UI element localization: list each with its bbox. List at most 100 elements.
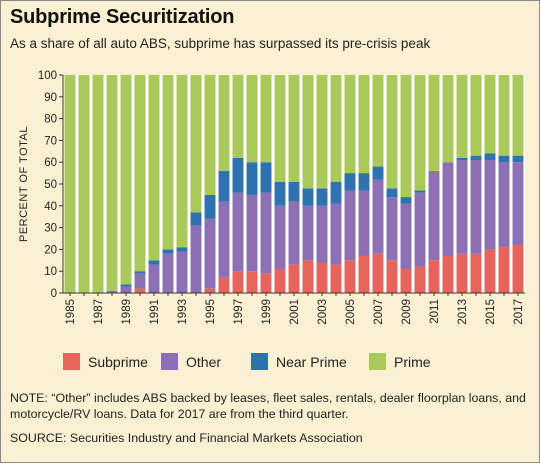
y-axis-title: PERCENT OF TOTAL bbox=[18, 126, 30, 242]
axes-group: 0 10 20 30 40 50 60 70 80 90 100 1985 1987 1989 1991 19… bbox=[18, 70, 525, 325]
bar-prime-1989 bbox=[120, 75, 132, 285]
bar-prime-1988 bbox=[106, 75, 118, 291]
bar-other-2011 bbox=[428, 170, 440, 261]
x-tick-label: 1989 bbox=[121, 299, 133, 325]
bar-near-prime-2009 bbox=[400, 197, 412, 204]
bar-near-prime-2006 bbox=[358, 173, 370, 191]
note-label: NOTE: bbox=[10, 391, 48, 405]
bar-other-2004 bbox=[330, 203, 342, 265]
bar-near-prime-2007 bbox=[372, 166, 384, 180]
bar-subprime-2005 bbox=[344, 260, 356, 293]
source: SOURCE: Securities Industry and Financia… bbox=[10, 430, 530, 446]
bar-near-prime-1991 bbox=[148, 260, 160, 265]
bar-subprime-2006 bbox=[358, 255, 370, 293]
y-tick-label: 20 bbox=[44, 244, 57, 256]
bar-subprime-1990 bbox=[134, 288, 146, 293]
bar-subprime-1999 bbox=[260, 273, 272, 293]
bar-prime-1996 bbox=[218, 75, 230, 171]
bar-prime-2006 bbox=[358, 75, 370, 174]
bar-near-prime-1995 bbox=[204, 194, 216, 219]
bar-subprime-2003 bbox=[316, 262, 328, 293]
x-tick-label: 1987 bbox=[93, 299, 105, 325]
bar-other-2001 bbox=[288, 201, 300, 265]
y-tick-label: 70 bbox=[44, 135, 57, 147]
bar-near-prime-2014 bbox=[470, 155, 482, 161]
bar-subprime-2017 bbox=[512, 245, 524, 293]
legend-item-near-prime: Near Prime bbox=[251, 353, 347, 370]
bar-other-2003 bbox=[316, 205, 328, 263]
bar-prime-2011 bbox=[428, 75, 440, 171]
chart-subtitle: As a share of all auto ABS, subprime has… bbox=[10, 36, 431, 51]
legend-swatch bbox=[251, 353, 268, 370]
bar-near-prime-2015 bbox=[484, 153, 496, 161]
note: NOTE: “Other” includes ABS backed by lea… bbox=[10, 390, 530, 422]
x-tick-label: 2013 bbox=[457, 299, 469, 325]
x-tick-label: 1999 bbox=[261, 299, 273, 325]
bar-other-1997 bbox=[232, 192, 244, 272]
bar-near-prime-1997 bbox=[232, 157, 244, 193]
bar-prime-2000 bbox=[274, 75, 286, 182]
bar-other-2006 bbox=[358, 190, 370, 256]
bar-near-prime-1999 bbox=[260, 162, 272, 193]
bar-prime-1997 bbox=[232, 75, 244, 158]
bar-subprime-2000 bbox=[274, 269, 286, 293]
bar-prime-1992 bbox=[162, 75, 174, 250]
x-tick-label: 2007 bbox=[373, 299, 385, 325]
x-tick-label: 1997 bbox=[233, 299, 245, 325]
legend-swatch bbox=[369, 353, 386, 370]
bar-subprime-2014 bbox=[470, 253, 482, 293]
source-text: Securities Industry and Financial Market… bbox=[66, 431, 363, 445]
bar-subprime-2001 bbox=[288, 264, 300, 293]
y-tick-label: 10 bbox=[44, 266, 57, 278]
bar-near-prime-2001 bbox=[288, 181, 300, 202]
bar-near-prime-1998 bbox=[246, 162, 258, 195]
bar-prime-1985 bbox=[64, 75, 76, 293]
bar-near-prime-2003 bbox=[316, 188, 328, 206]
x-tick-label: 2015 bbox=[485, 299, 497, 325]
bar-prime-1999 bbox=[260, 75, 272, 163]
x-tick-label: 2001 bbox=[289, 299, 301, 325]
bar-other-1988 bbox=[106, 290, 118, 293]
bar-subprime-1996 bbox=[218, 277, 230, 293]
bar-near-prime-2017 bbox=[512, 155, 524, 163]
x-tick-label: 1991 bbox=[149, 299, 161, 325]
note-text: “Other” includes ABS backed by leases, f… bbox=[10, 391, 526, 421]
bar-prime-2017 bbox=[512, 75, 524, 156]
bar-subprime-2010 bbox=[414, 266, 426, 293]
bar-prime-1991 bbox=[148, 75, 160, 261]
bar-near-prime-2013 bbox=[456, 157, 468, 161]
x-tick-label: 2017 bbox=[513, 299, 525, 325]
bar-near-prime-2016 bbox=[498, 155, 510, 163]
bar-near-prime-2010 bbox=[414, 190, 426, 193]
bar-prime-2016 bbox=[498, 75, 510, 156]
bar-prime-1993 bbox=[176, 75, 188, 248]
bar-prime-2007 bbox=[372, 75, 384, 167]
bar-prime-2012 bbox=[442, 75, 454, 163]
legend: Subprime Other Near Prime Prime bbox=[1, 353, 540, 373]
bar-other-1992 bbox=[162, 253, 174, 293]
bar-other-1996 bbox=[218, 201, 230, 278]
legend-swatch bbox=[161, 353, 178, 370]
bar-other-1998 bbox=[246, 194, 258, 272]
bar-near-prime-1994 bbox=[190, 212, 202, 226]
bar-subprime-2016 bbox=[498, 247, 510, 293]
bar-prime-2009 bbox=[400, 75, 412, 198]
bar-prime-2010 bbox=[414, 75, 426, 191]
x-tick-label: 2003 bbox=[317, 299, 329, 325]
bar-prime-2004 bbox=[330, 75, 342, 182]
y-tick-label: 0 bbox=[51, 288, 57, 300]
bar-subprime-2008 bbox=[386, 260, 398, 293]
bar-subprime-2009 bbox=[400, 269, 412, 293]
bar-prime-2014 bbox=[470, 75, 482, 156]
bar-near-prime-2005 bbox=[344, 173, 356, 191]
bar-subprime-2002 bbox=[302, 260, 314, 293]
bar-subprime-1997 bbox=[232, 271, 244, 293]
bar-near-prime-2008 bbox=[386, 188, 398, 198]
y-tick-label: 40 bbox=[44, 201, 57, 213]
bar-subprime-1995 bbox=[204, 288, 216, 293]
bar-near-prime-2002 bbox=[302, 188, 314, 206]
y-tick-label: 30 bbox=[44, 223, 57, 235]
bar-other-2000 bbox=[274, 205, 286, 270]
bar-prime-1998 bbox=[246, 75, 258, 163]
legend-swatch bbox=[63, 353, 80, 370]
